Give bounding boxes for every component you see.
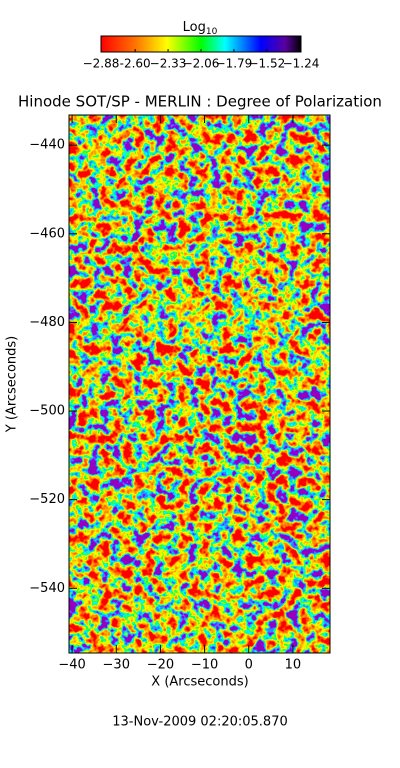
x-tick-label: −10: [191, 658, 218, 673]
x-tick-label: 10: [285, 658, 302, 673]
y-tick-label: −480: [29, 315, 65, 330]
colorbar-tick-label: −2.33: [150, 57, 187, 71]
colorbar-tick-label: −1.24: [283, 57, 320, 71]
heatmap-image: [69, 115, 330, 653]
colorbar-label: Log10: [183, 20, 218, 37]
colorbar-tick-label: −1.52: [248, 57, 285, 71]
colorbar-tick-label: −2.88: [83, 57, 120, 71]
y-tick-label: −440: [29, 138, 65, 153]
x-tick-label: −20: [147, 658, 174, 673]
plot-frame: [68, 114, 331, 654]
x-tick-label: −30: [103, 658, 130, 673]
colorbar-tick-label: −2.06: [183, 57, 220, 71]
y-tick-label: −500: [29, 404, 65, 419]
y-tick-label: −540: [29, 581, 65, 596]
x-axis-label: X (Arcseconds): [151, 675, 248, 690]
y-axis-label: Y (Arcseconds): [5, 336, 20, 433]
x-tick-label: −40: [58, 658, 85, 673]
date-stamp: 13-Nov-2009 02:20:05.870: [112, 715, 288, 730]
chart-title: Hinode SOT/SP - MERLIN : Degree of Polar…: [18, 93, 382, 111]
y-tick-label: −460: [29, 226, 65, 241]
colorbar-tick-label: −1.79: [216, 57, 253, 71]
y-tick-label: −520: [29, 492, 65, 507]
x-tick-label: 0: [245, 658, 253, 673]
colorbar-tick-label: -2.60: [120, 57, 151, 71]
